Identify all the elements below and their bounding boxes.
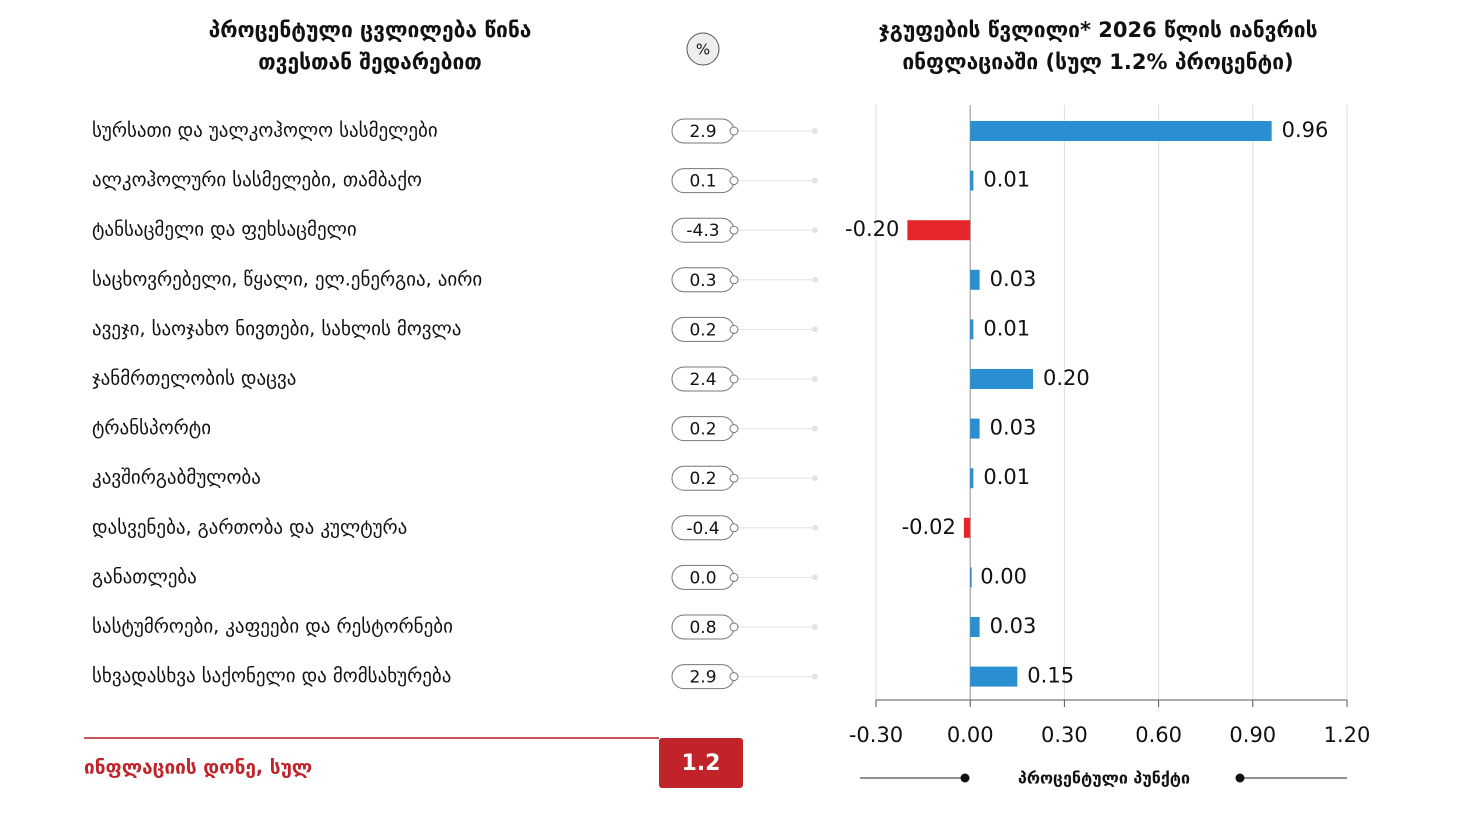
row-dot <box>812 276 818 283</box>
change-value: 0.2 <box>689 420 716 440</box>
unit-badge <box>686 32 720 66</box>
axis-label-dot <box>1235 773 1245 783</box>
change-value: 0.1 <box>689 172 716 192</box>
x-tick-label: 0.00 <box>947 723 994 747</box>
pill-knob <box>729 324 739 334</box>
total-value: 1.2 <box>682 751 721 776</box>
value-label: 0.01 <box>983 168 1030 192</box>
value-label: 0.20 <box>1043 366 1090 390</box>
total-label: ინფლაციის დონე, სულ <box>84 757 312 779</box>
row-dot <box>812 425 818 432</box>
value-label: 0.96 <box>1282 118 1329 142</box>
bar <box>970 170 974 191</box>
value-label: 0.03 <box>990 614 1037 638</box>
x-tick-label: 1.20 <box>1324 723 1371 747</box>
x-tick-label: -0.30 <box>849 723 903 747</box>
change-value: 2.9 <box>689 668 716 688</box>
x-tick-label: 0.60 <box>1135 723 1182 747</box>
change-value: 0.3 <box>689 271 716 291</box>
row-dot <box>812 475 818 482</box>
category-label: განათლება <box>92 566 197 588</box>
bar <box>970 269 980 290</box>
change-value: 2.4 <box>689 370 716 390</box>
value-label: -0.20 <box>845 217 899 241</box>
bar <box>970 418 980 439</box>
pill-knob <box>729 176 739 186</box>
bar <box>970 319 974 340</box>
value-label: 0.15 <box>1027 664 1074 688</box>
pill-knob <box>729 275 739 285</box>
bar <box>970 666 1018 687</box>
category-label: სხვადასხვა საქონელი და მომსახურება <box>92 665 451 687</box>
row-dot <box>812 376 818 382</box>
change-value: 0.2 <box>689 469 716 489</box>
bar <box>907 220 971 241</box>
bar <box>963 517 971 538</box>
unit-label: % <box>696 41 710 59</box>
left-title: პროცენტული ცვლილება წინა თვესთან შედარებ… <box>208 18 532 74</box>
value-label: 0.00 <box>980 564 1027 588</box>
category-label: ალკოჰოლური სასმელები, თამბაქო <box>92 169 422 191</box>
pill-knob <box>729 126 739 136</box>
pill-knob <box>729 424 739 434</box>
row-dot <box>812 227 818 234</box>
change-value: -4.3 <box>686 221 719 241</box>
total-box <box>659 738 743 788</box>
axis-label-dot <box>960 773 970 783</box>
value-label: 0.01 <box>983 316 1030 340</box>
bar <box>970 121 1272 141</box>
pill-knob <box>729 374 739 384</box>
pill-knob <box>729 523 739 533</box>
row-dot <box>812 326 818 333</box>
row-dot <box>812 574 818 581</box>
category-label: კავშირგაბმულობა <box>92 467 261 489</box>
category-label: ჯანმრთელობის დაცვა <box>92 368 296 390</box>
category-label: ავეჯი, საოჯახო ნივთები, სახლის მოვლა <box>92 318 461 340</box>
category-label: სურსათი და უალკოჰოლო სასმელები <box>92 120 438 142</box>
value-label: 0.03 <box>990 267 1037 291</box>
change-value: 0.8 <box>689 618 716 638</box>
bar <box>970 567 972 588</box>
row-dot <box>812 624 818 630</box>
x-tick-label: 0.30 <box>1041 723 1088 747</box>
x-axis-label: პროცენტული პუნქტი <box>1018 769 1190 788</box>
row-dot <box>812 177 818 184</box>
change-value: 0.0 <box>689 568 716 588</box>
row-dot <box>812 128 818 134</box>
category-label: დასვენება, გართობა და კულტურა <box>92 516 407 538</box>
value-label: 0.03 <box>990 416 1037 440</box>
change-value: 2.9 <box>689 122 716 142</box>
pill-knob <box>729 473 739 483</box>
x-tick-label: 0.90 <box>1229 723 1276 747</box>
pill-knob <box>729 672 739 682</box>
value-label: -0.02 <box>902 515 956 539</box>
change-value: 0.2 <box>689 320 716 340</box>
pill-knob <box>729 622 739 632</box>
row-dot <box>812 524 818 531</box>
bar <box>970 369 1033 389</box>
row-dot <box>812 673 818 680</box>
category-label: ტანსაცმელი და ფეხსაცმელი <box>92 219 357 241</box>
category-label: საცხოვრებელი, წყალი, ელ.ენერგია, აირი <box>92 268 482 290</box>
category-label: ტრანსპორტი <box>92 417 211 439</box>
pill-knob <box>729 572 739 582</box>
value-label: 0.01 <box>983 465 1030 489</box>
bar <box>970 468 974 489</box>
change-value: -0.4 <box>686 519 719 539</box>
pill-knob <box>729 225 739 235</box>
chart-title: ჯგუფების წვლილი* 2026 წლის იანვრის ინფლა… <box>878 18 1318 74</box>
bar <box>970 617 980 637</box>
category-label: სასტუმროები, კაფეები და რესტორნები <box>92 616 453 638</box>
